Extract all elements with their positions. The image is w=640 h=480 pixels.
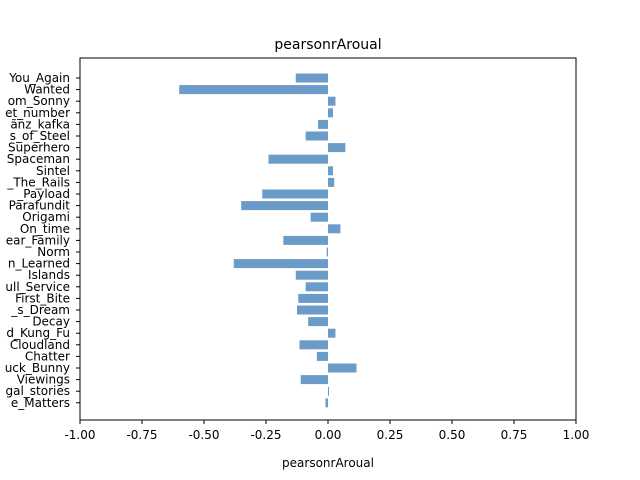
- bar: [308, 317, 328, 327]
- bar: [299, 340, 328, 350]
- y-tick-label: _s_Dream: [10, 303, 70, 317]
- y-tick-label: Spaceman: [7, 152, 70, 166]
- y-tick-label: Decay: [32, 315, 70, 329]
- bar: [300, 375, 328, 385]
- bar: [179, 85, 328, 95]
- y-tick-label: ull_Service: [5, 280, 70, 294]
- y-tick-label: Cloudland: [10, 338, 70, 352]
- y-tick-label: et_number: [5, 106, 70, 120]
- y-tick-label: Origami: [22, 210, 70, 224]
- y-tick-label: s_of_Steel: [10, 129, 70, 143]
- chart-title: pearsonrAroual: [274, 37, 381, 53]
- y-tick-label: Viewings: [17, 373, 70, 387]
- bar: [298, 293, 328, 303]
- y-tick-label: Parafundit: [9, 199, 71, 213]
- y-tick-label: _Payload: [16, 187, 70, 201]
- y-tick-label: ear_Family: [6, 233, 70, 247]
- y-tick-label: e_Matters: [11, 396, 70, 410]
- bar: [328, 108, 333, 118]
- bar: [328, 177, 335, 187]
- y-tick-label: Norm: [37, 245, 70, 259]
- bar: [328, 224, 341, 234]
- y-tick-label: uck_Bunny: [5, 361, 70, 375]
- bar: [325, 398, 328, 408]
- x-tick-labels: -1.00 -0.75 -0.50 -0.25 0.00 0.25 0.50 0.75 1.00: [64, 420, 589, 442]
- bar: [316, 351, 328, 361]
- bar: [295, 270, 328, 280]
- bar: [268, 154, 328, 164]
- y-tick-label: Superhero: [8, 141, 70, 155]
- x-tick-label: -1.00: [64, 428, 95, 442]
- bar: [328, 166, 333, 176]
- y-tick-label: On_time: [20, 222, 70, 236]
- y-tick-label: om_Sonny: [8, 94, 70, 108]
- x-tick-label: -0.50: [188, 428, 219, 442]
- bar: [328, 386, 329, 396]
- y-tick-label: d_Kung_Fu: [6, 326, 70, 340]
- bar: [305, 282, 328, 292]
- y-tick-labels: You_AgainWantedom_Sonnyet_numberãnz_kafk…: [5, 71, 80, 410]
- x-tick-label: 0.50: [439, 428, 466, 442]
- bar: [318, 119, 328, 129]
- bar: [241, 201, 328, 211]
- y-tick-label: Islands: [28, 268, 70, 282]
- y-tick-label: ãnz_kafka: [10, 117, 70, 131]
- bar: [233, 259, 328, 269]
- y-tick-label: _The_Rails: [6, 175, 70, 189]
- y-tick-label: Chatter: [25, 349, 70, 363]
- bars-group: [179, 73, 357, 408]
- bar: [328, 143, 346, 153]
- axes-frame: [79, 57, 577, 421]
- bar: [295, 73, 328, 83]
- bar: [328, 96, 336, 106]
- bar: [328, 328, 336, 338]
- y-tick-label: Sintel: [36, 164, 70, 178]
- x-tick-label: -0.25: [250, 428, 281, 442]
- x-tick-label: 1.00: [563, 428, 590, 442]
- y-tick-label: Wanted: [24, 83, 70, 97]
- bar: [283, 235, 328, 245]
- bar: [297, 305, 328, 315]
- bar: [305, 131, 328, 141]
- x-tick-label: 0.25: [377, 428, 404, 442]
- bar: [310, 212, 328, 222]
- y-tick-label: gal_stories: [5, 384, 70, 398]
- bar: [262, 189, 328, 199]
- x-axis-label: pearsonrAroual: [282, 456, 374, 470]
- y-tick-label: You_Again: [8, 71, 70, 85]
- bar: [328, 363, 357, 373]
- y-tick-label: First_Bite: [15, 291, 70, 305]
- x-tick-label: 0.00: [315, 428, 342, 442]
- bar: [326, 247, 328, 257]
- y-tick-label: n_Learned: [8, 257, 70, 271]
- x-tick-label: -0.75: [126, 428, 157, 442]
- x-tick-label: 0.75: [501, 428, 528, 442]
